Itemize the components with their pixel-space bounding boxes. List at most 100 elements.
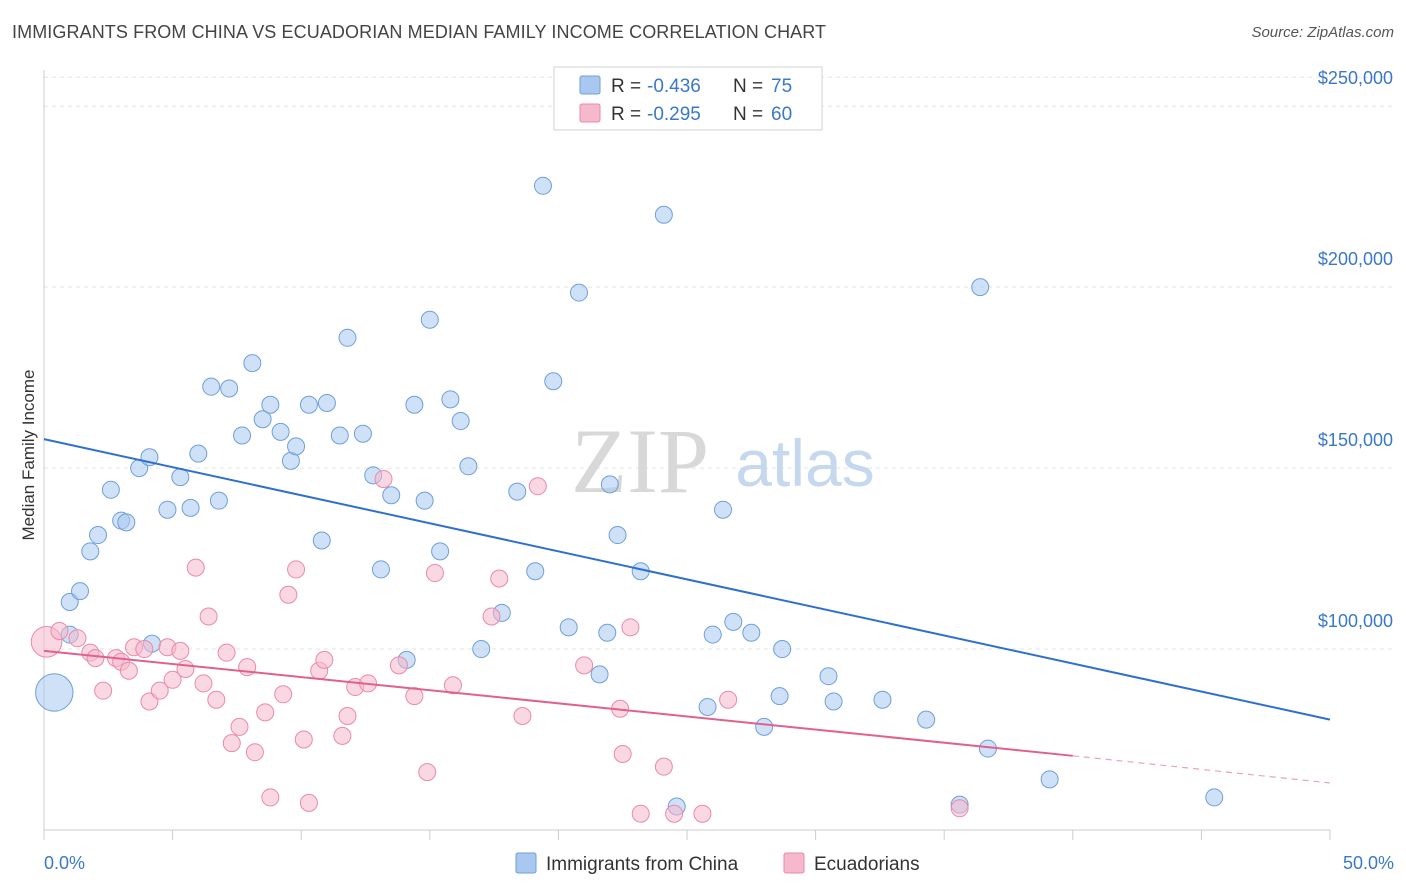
data-point: [371, 560, 390, 579]
stats-legend-n-label-china: N =: [733, 76, 763, 97]
data-point: [338, 328, 357, 347]
data-point: [1205, 788, 1224, 807]
data-point: [119, 661, 138, 680]
data-point: [330, 426, 349, 445]
data-point: [243, 354, 262, 373]
data-point: [569, 283, 588, 302]
data-point: [312, 531, 331, 550]
data-point: [245, 743, 264, 762]
stats-legend-r-value-china: -0.436: [647, 76, 701, 97]
trend-lines: [43, 438, 1331, 784]
x-tick-label-max: 50.0%: [1343, 853, 1394, 873]
data-point: [274, 685, 293, 704]
data-point: [189, 444, 208, 463]
data-point: [222, 734, 241, 753]
data-point: [418, 763, 437, 782]
legend-swatch-china: [515, 852, 537, 874]
data-point: [621, 618, 640, 637]
data-point: [135, 640, 154, 659]
data-point: [217, 643, 236, 662]
data-point: [253, 410, 272, 429]
data-point: [917, 710, 936, 729]
data-point: [299, 793, 318, 812]
stats-legend: R = -0.436 N = 75 R = -0.295 N = 60: [553, 66, 823, 131]
data-point: [382, 486, 401, 505]
data-point: [544, 372, 563, 391]
stats-legend-r-label-china: R =: [611, 76, 641, 97]
data-point: [490, 569, 509, 588]
stats-legend-swatch-ecuadorians: [579, 103, 601, 123]
data-point: [441, 390, 460, 409]
series-ecuadorians-points: [30, 469, 969, 823]
data-point: [68, 629, 87, 648]
data-point: [472, 640, 491, 659]
x-tick-marks: [43, 830, 1331, 840]
y-axis-label: Median Family Income: [19, 369, 38, 540]
data-point: [94, 681, 113, 700]
data-point: [575, 656, 594, 675]
y-tick-label: $150,000: [1318, 430, 1393, 450]
data-point: [171, 641, 190, 660]
data-point: [443, 676, 462, 695]
data-point: [294, 730, 313, 749]
data-point: [150, 681, 169, 700]
source-label: Source: ZipAtlas.com: [1251, 24, 1394, 41]
chart-title: IMMIGRANTS FROM CHINA VS ECUADORIAN MEDI…: [12, 22, 827, 42]
data-point: [353, 424, 372, 443]
data-point: [338, 707, 357, 725]
data-point: [482, 607, 501, 626]
data-point: [158, 500, 177, 519]
data-point: [230, 717, 249, 736]
data-point: [755, 717, 774, 736]
data-point: [333, 726, 352, 745]
data-point: [117, 513, 136, 532]
data-point: [299, 395, 318, 414]
data-point: [233, 426, 252, 445]
data-point: [698, 697, 717, 716]
stats-legend-n-label-ecuadorians: N =: [733, 104, 763, 125]
data-point: [724, 612, 743, 631]
data-point: [420, 310, 439, 329]
stats-legend-swatch-china: [579, 75, 601, 95]
data-point: [81, 542, 100, 561]
data-point: [425, 564, 444, 583]
trend-line: [43, 649, 1073, 757]
y-tick-label: $100,000: [1318, 611, 1393, 631]
watermark-zip: ZIP: [571, 410, 709, 512]
data-point: [703, 625, 722, 644]
data-point: [181, 498, 200, 517]
data-point: [89, 526, 108, 545]
stats-legend-r-value-ecuadorians: -0.295: [647, 104, 701, 125]
data-point: [220, 379, 239, 398]
data-point: [50, 621, 69, 640]
data-point: [950, 799, 969, 818]
data-point: [207, 690, 226, 709]
data-point: [186, 558, 205, 577]
data-point: [279, 585, 298, 604]
data-point: [742, 623, 761, 642]
data-point: [513, 707, 532, 725]
data-point: [209, 491, 228, 510]
stats-legend-r-label-ecuadorians: R =: [611, 104, 641, 125]
data-point: [101, 480, 120, 499]
data-point: [590, 665, 609, 684]
data-point: [819, 667, 838, 686]
data-point: [613, 745, 632, 763]
data-point: [714, 500, 733, 519]
data-point: [71, 582, 90, 601]
data-point: [271, 422, 290, 441]
data-point: [559, 618, 578, 637]
data-point: [451, 412, 470, 431]
trend-line: [43, 438, 1331, 721]
data-point: [600, 475, 619, 494]
data-point: [374, 469, 393, 488]
stats-legend-n-value-china: 75: [771, 76, 792, 97]
data-point: [261, 395, 280, 414]
data-point: [770, 687, 789, 706]
data-point: [631, 804, 650, 823]
data-point: [389, 656, 408, 675]
data-point: [654, 205, 673, 224]
watermark-atlas: atlas: [735, 426, 874, 500]
y-tick-label: $200,000: [1318, 249, 1393, 269]
